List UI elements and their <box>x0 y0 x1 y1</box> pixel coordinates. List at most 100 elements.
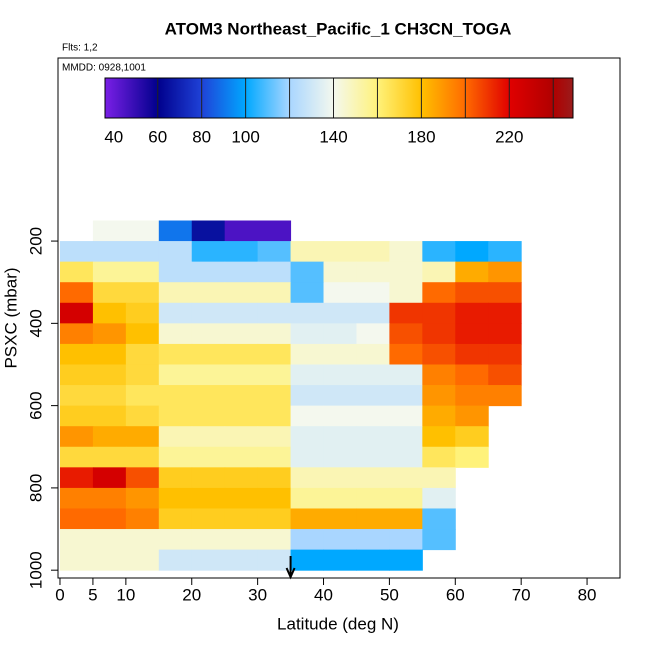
heat-cell <box>356 323 390 345</box>
heat-cell <box>158 487 193 509</box>
heat-cell <box>356 241 390 263</box>
heat-cell <box>422 467 456 489</box>
heat-cell <box>191 508 226 530</box>
heat-cell <box>191 446 226 468</box>
colorbar-segment <box>553 78 574 118</box>
heat-cell <box>59 323 94 345</box>
x-tick-label: 40 <box>314 585 333 604</box>
heat-cell <box>290 426 325 448</box>
heat-cell <box>323 343 357 365</box>
heat-cell <box>125 343 160 365</box>
heat-cell <box>455 405 489 427</box>
heat-cell <box>191 467 226 489</box>
heat-cell <box>323 261 357 283</box>
heat-cell <box>257 385 292 407</box>
heat-cell <box>191 385 226 407</box>
heat-cell <box>224 549 259 571</box>
colorbar-segment <box>509 78 554 118</box>
colorbar-segment <box>157 78 202 118</box>
heat-cell <box>290 487 325 509</box>
heat-cell <box>158 241 193 263</box>
heat-cell <box>257 487 292 509</box>
colorbar-segment <box>289 78 334 118</box>
colorbar-segment <box>105 78 159 118</box>
heat-cell <box>389 529 423 551</box>
heat-cell <box>290 446 325 468</box>
heat-cell <box>59 282 94 304</box>
heat-cell <box>389 508 423 530</box>
heat-cell <box>92 302 127 324</box>
heat-cell <box>92 343 127 365</box>
heat-cell <box>290 467 325 489</box>
heat-cell <box>125 282 160 304</box>
heat-cell <box>323 549 357 571</box>
heat-cell <box>257 405 292 427</box>
heat-cell <box>389 426 423 448</box>
heat-cell <box>125 261 160 283</box>
heat-cell <box>191 220 226 242</box>
heat-cell <box>224 529 259 551</box>
heat-cell <box>125 220 160 242</box>
heat-cell <box>59 508 94 530</box>
heat-cell <box>290 343 325 365</box>
x-tick-label: 0 <box>55 585 64 604</box>
heat-cell <box>389 405 423 427</box>
y-tick-label: 1000 <box>26 551 45 589</box>
heat-cell <box>455 426 489 448</box>
heat-cell <box>389 364 423 386</box>
heat-cell <box>158 426 193 448</box>
heat-cell <box>323 405 357 427</box>
heat-cell <box>191 364 226 386</box>
heat-cell <box>59 261 94 283</box>
heat-cell <box>290 549 325 571</box>
heat-cell <box>422 302 456 324</box>
annotation: MMDD: 0928,1001 <box>62 63 146 74</box>
heat-cell <box>257 426 292 448</box>
heat-cell <box>356 549 390 571</box>
heat-cell <box>290 385 325 407</box>
heat-cell <box>389 323 423 345</box>
x-tick-label: 60 <box>446 585 465 604</box>
heat-cell <box>422 364 456 386</box>
y-axis-label: PSXC (mbar) <box>1 267 20 368</box>
heat-cell <box>92 385 127 407</box>
heat-cell <box>455 261 489 283</box>
heat-cell <box>257 364 292 386</box>
heat-cell <box>158 467 193 489</box>
heat-cell <box>59 302 94 324</box>
y-tick-label: 600 <box>26 391 45 419</box>
heat-cell <box>257 241 292 263</box>
colorbar-tick-label: 100 <box>231 127 259 146</box>
heat-cell <box>389 282 423 304</box>
heat-cell <box>257 282 292 304</box>
heat-cell <box>125 364 160 386</box>
x-tick-label: 10 <box>116 585 135 604</box>
x-tick-label: 20 <box>182 585 201 604</box>
heat-cell <box>455 241 489 263</box>
heat-cell <box>92 426 127 448</box>
heat-cell <box>158 446 193 468</box>
heat-cell <box>59 487 94 509</box>
heat-cell <box>455 343 489 365</box>
heat-cell <box>389 261 423 283</box>
arrow-head <box>285 567 296 580</box>
heat-cell <box>356 385 390 407</box>
heat-cell <box>389 467 423 489</box>
heat-cell <box>257 220 292 242</box>
x-tick-label: 30 <box>248 585 267 604</box>
heat-cell <box>422 487 456 509</box>
heat-cell <box>158 508 193 530</box>
heat-cell <box>257 549 292 571</box>
heat-cell <box>323 487 357 509</box>
heat-cell <box>191 261 226 283</box>
heat-cell <box>290 323 325 345</box>
heat-cell <box>323 302 357 324</box>
heat-cell <box>257 529 292 551</box>
heat-cell <box>488 261 522 283</box>
heat-cell <box>92 220 127 242</box>
heat-cell <box>158 343 193 365</box>
heat-cell <box>488 385 522 407</box>
heat-cell <box>356 487 390 509</box>
heat-cell <box>455 323 489 345</box>
